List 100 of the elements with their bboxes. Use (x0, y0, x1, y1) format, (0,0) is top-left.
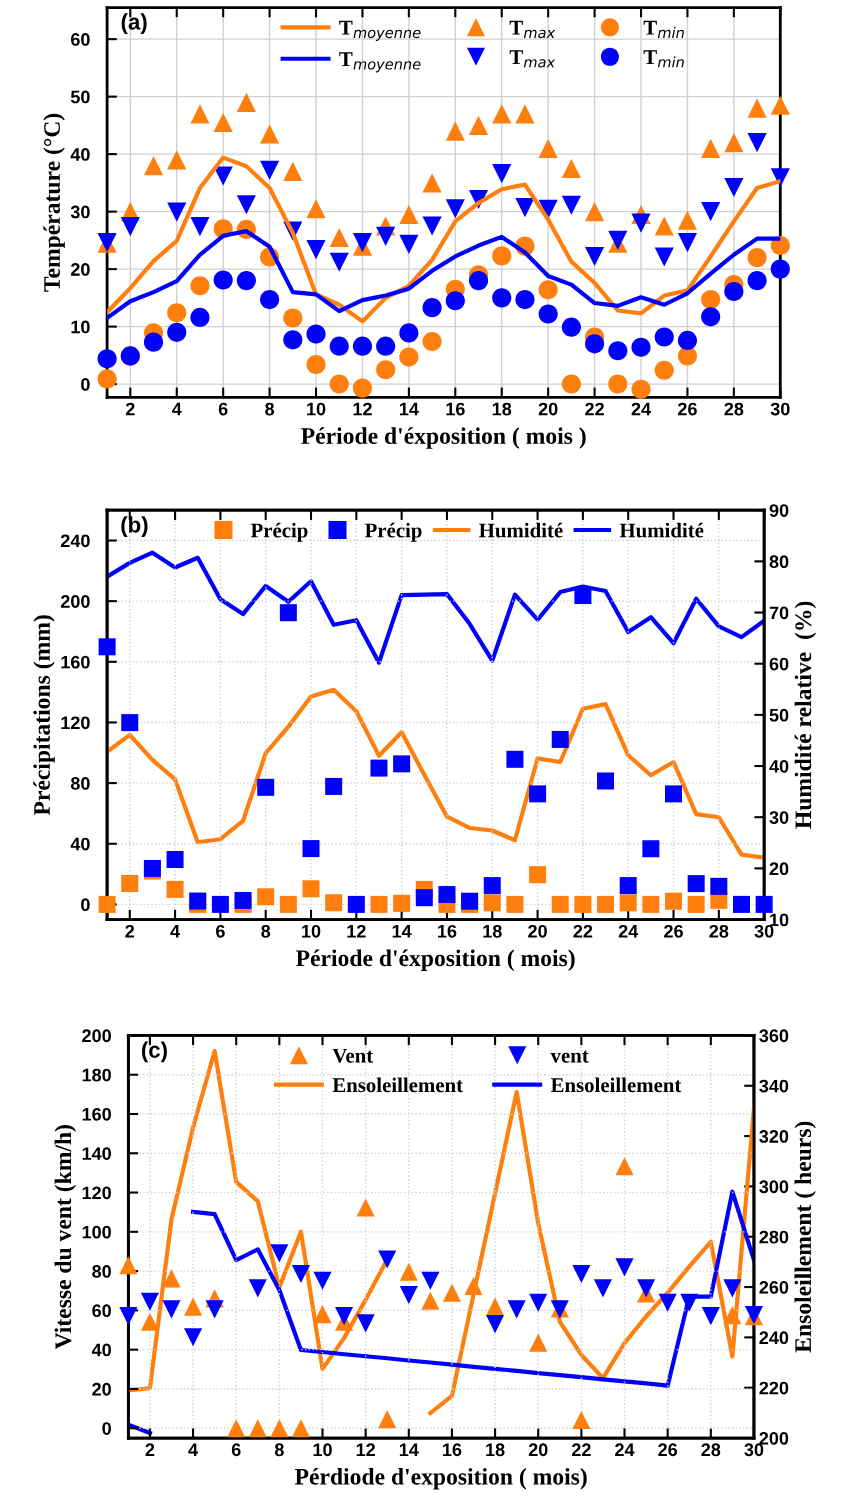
point (723, 1279, 742, 1298)
point (302, 880, 320, 898)
y-axis-title: Température (°C) (43, 113, 65, 292)
x-tick-label: 10 (302, 924, 321, 938)
point (506, 895, 524, 913)
y-tick-label: 60 (92, 1304, 111, 1318)
point (329, 252, 349, 272)
y2-tick-label: 260 (759, 1280, 789, 1294)
x-axis-title: Période d'éxposition ( mois ) (301, 427, 586, 449)
point (120, 217, 140, 237)
point (665, 892, 683, 910)
point (529, 785, 547, 803)
x-tick-label: 10 (313, 1443, 332, 1457)
point (574, 587, 592, 605)
point (422, 331, 442, 352)
x-tick-label: 28 (701, 1443, 721, 1457)
point (507, 1300, 526, 1319)
y2-tick-label: 360 (759, 1029, 789, 1043)
point (399, 323, 419, 343)
point (399, 234, 419, 254)
point (211, 895, 229, 913)
y2-axis-title: Ensoleillement ( heurs) (794, 1121, 816, 1353)
y-axis-title: Précipitations (mm) (33, 615, 55, 816)
point (257, 888, 275, 906)
point (325, 894, 343, 912)
point (421, 1271, 440, 1290)
x-tick-label: 8 (261, 924, 271, 938)
point (701, 138, 721, 158)
point (248, 1419, 267, 1438)
point (97, 369, 117, 389)
y-tick-label: 0 (81, 898, 90, 912)
annotation: (a) (121, 13, 147, 35)
point (356, 1198, 375, 1217)
point (306, 239, 326, 260)
point (724, 177, 744, 198)
point (597, 895, 615, 913)
point (665, 785, 683, 803)
point (205, 1300, 224, 1319)
x-tick-label: 8 (274, 1443, 284, 1457)
x-tick-label: 16 (443, 1443, 462, 1457)
point (313, 1271, 332, 1290)
point (701, 307, 721, 327)
point (399, 347, 419, 367)
point (677, 210, 698, 230)
point (445, 121, 465, 141)
point (755, 895, 773, 913)
point (515, 290, 535, 310)
point (98, 895, 116, 913)
point (399, 204, 419, 225)
y-axis-title: Vitesse du vent (km/h) (54, 1125, 77, 1350)
x-tick-label: 28 (709, 924, 729, 938)
legend-label: Ensoleillement (550, 1077, 682, 1093)
point (701, 202, 721, 222)
point (492, 104, 512, 124)
point (615, 1157, 634, 1176)
point (445, 291, 465, 311)
point (724, 281, 744, 302)
point (143, 156, 164, 176)
point (213, 270, 233, 290)
point (483, 894, 501, 912)
x-tick-label: 24 (618, 924, 639, 938)
point (529, 1333, 548, 1352)
point (572, 1264, 591, 1284)
x-axis-title: Période d'éxposition ( mois) (296, 949, 575, 972)
y-tick-label: 0 (81, 378, 90, 391)
point (654, 360, 674, 380)
point (184, 1328, 203, 1347)
legend-label: Vent (332, 1048, 374, 1063)
point (399, 1286, 418, 1305)
point (352, 378, 373, 398)
point (166, 880, 184, 898)
point (329, 336, 349, 356)
point (654, 327, 674, 347)
x-tick-label: 28 (724, 402, 744, 416)
y-tick-label: 20 (70, 263, 90, 276)
point (378, 1250, 397, 1269)
legend-label: T$_{min}$ (643, 20, 684, 38)
point (747, 98, 767, 118)
point (464, 1276, 483, 1296)
x-tick-label: 22 (585, 402, 604, 416)
point (98, 638, 116, 656)
x-tick-label: 6 (231, 1443, 241, 1457)
y-tick-label: 180 (82, 1068, 111, 1082)
point (119, 1256, 138, 1275)
point (561, 195, 581, 215)
x-tick-label: 22 (573, 924, 593, 938)
point (352, 336, 373, 356)
x-tick-label: 2 (125, 402, 135, 416)
y-tick-label: 80 (92, 1265, 111, 1278)
y-tick-label: 160 (61, 655, 90, 669)
point (347, 895, 365, 913)
y-tick-label: 50 (70, 90, 90, 104)
point (492, 246, 512, 266)
line-series (107, 687, 765, 860)
x-tick-label: 16 (446, 402, 465, 416)
x-tick-label: 26 (678, 402, 697, 416)
point (257, 778, 275, 796)
y-tick-label: 0 (102, 1422, 111, 1435)
x-tick-label: 4 (170, 925, 180, 938)
x-tick-label: 14 (399, 402, 419, 416)
